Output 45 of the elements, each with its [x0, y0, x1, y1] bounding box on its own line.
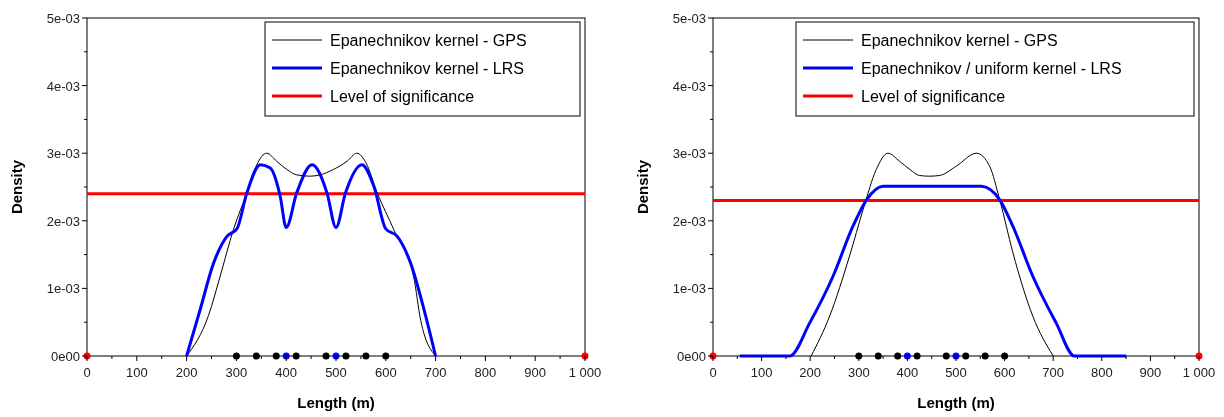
- line-series: [738, 184, 1128, 358]
- x-tick-label: 200: [175, 365, 198, 380]
- legend-label: Epanechnikov / uniform kernel - LRS: [861, 60, 1122, 77]
- x-tick-label: 700: [424, 365, 447, 380]
- x-tick-label: 100: [750, 365, 773, 380]
- x-tick-label: 900: [1139, 365, 1162, 380]
- x-tick-label: 300: [225, 365, 248, 380]
- legend-label: Epanechnikov kernel - GPS: [330, 32, 527, 49]
- legend-label: Level of significance: [861, 88, 1006, 105]
- x-tick-label: 0: [709, 365, 717, 380]
- x-tick-label: 0: [83, 365, 91, 380]
- y-tick-label: 4e-03: [672, 78, 706, 94]
- y-axis-title: Density: [8, 159, 25, 215]
- x-tick-label: 100: [125, 365, 148, 380]
- y-tick-label: 0e00: [677, 349, 706, 364]
- x-tick-label: 500: [325, 365, 347, 380]
- x-tick-label: 1 000: [1182, 365, 1216, 380]
- x-tick-label: 400: [275, 365, 298, 380]
- y-tick-label: 3e-03: [46, 146, 80, 162]
- x-tick-label: 800: [1090, 365, 1113, 380]
- x-tick-label: 500: [945, 365, 967, 380]
- x-tick-label: 400: [896, 365, 919, 380]
- y-tick-label: 4e-03: [46, 78, 80, 94]
- legend-label: Epanechnikov kernel - LRS: [330, 60, 524, 77]
- x-tick-label: 200: [799, 365, 822, 380]
- y-tick-label: 1e-03: [672, 281, 706, 297]
- y-tick-label: 2e-03: [672, 213, 706, 229]
- y-tick-label: 2e-03: [46, 213, 80, 229]
- y-tick-label: 5e-03: [46, 11, 80, 26]
- x-tick-label: 900: [524, 365, 547, 380]
- x-tick-label: 600: [993, 365, 1016, 380]
- x-tick-label: 600: [374, 365, 397, 380]
- x-tick-label: 800: [474, 365, 497, 380]
- legend-label: Level of significance: [330, 88, 475, 105]
- x-tick-label: 1 000: [568, 365, 602, 380]
- y-axis-title: Density: [634, 159, 651, 215]
- x-axis-title: Length (m): [297, 394, 375, 411]
- y-tick-label: 3e-03: [672, 146, 706, 162]
- y-tick-label: 5e-03: [672, 11, 706, 26]
- y-tick-label: 1e-03: [46, 281, 80, 297]
- legend-label: Epanechnikov kernel - GPS: [861, 32, 1058, 49]
- x-axis-title: Length (m): [917, 394, 995, 411]
- x-tick-label: 700: [1042, 365, 1065, 380]
- y-tick-label: 0e00: [51, 349, 80, 364]
- x-tick-label: 300: [847, 365, 870, 380]
